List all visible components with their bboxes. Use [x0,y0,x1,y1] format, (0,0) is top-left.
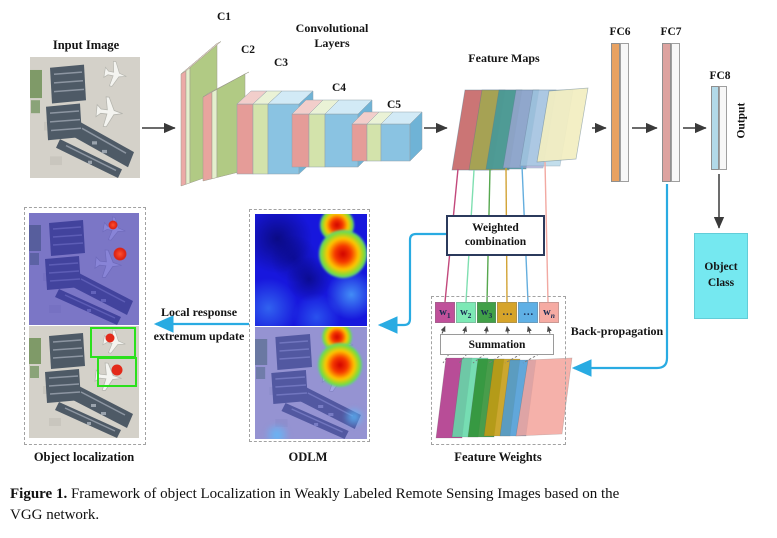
conv-layers-label-line2: Layers [314,36,350,50]
feature-weights-label: Feature Weights [454,450,542,464]
c5-label: C5 [386,99,402,111]
fc6-bar [611,43,620,182]
backprop-arrow [571,184,669,377]
flow-arrows [142,122,725,229]
summation-to-panels-lines [442,353,540,364]
conv-layer-c5 [351,111,423,162]
weighted-combination-box: Weighted combination [446,215,545,256]
odlm-heatmap-image [255,214,367,326]
feature-maps-label: Feature Maps [468,51,540,65]
c2-label: C2 [240,44,256,56]
c1-label: C1 [216,11,232,23]
fc7-bar-back [671,43,680,182]
summation-box: Summation [440,334,554,355]
caption-label: Figure 1. [10,486,68,502]
back-propagation-label: Back-propagation [570,324,664,338]
caption-text-line2: VGG network. [10,507,100,524]
localization-result-image [29,326,139,438]
diagram-artwork [142,41,725,439]
summation-to-weights-arrows [440,326,552,334]
input-image-label: Input Image [52,38,120,52]
object-class-line1: Object [704,261,738,274]
object-localization-label: Object localization [33,450,135,464]
localization-response-image [29,213,139,325]
feature-weights-dashed-box [431,296,566,445]
weighted-combination-line1: Weighted [472,221,519,234]
object-localization-dashed-box [24,207,146,445]
fc8-label: FC8 [709,70,731,82]
feature-maps-stack [451,87,589,171]
fc8-bar-back [719,86,727,170]
wc-to-odlm-arrow [377,232,446,334]
caption-text-line1: Framework of object Localization in Weak… [67,486,620,502]
c3-label: C3 [273,57,289,69]
feature-weights-stack [435,357,573,439]
output-label: Output [735,102,748,139]
weighted-combination-line2: combination [464,235,527,248]
bounding-box-1 [89,327,137,358]
cyan-arrows [153,184,669,377]
weights-row: w 1 w 2 w 3…… w n [435,302,559,323]
fc7-label: FC7 [660,26,682,38]
conv-layers-label-line1: Convolutional [295,21,369,35]
object-class-line2: Class [707,277,735,289]
fc6-label: FC6 [609,26,631,38]
figure-caption: Figure 1. Framework of object Localizati… [10,484,774,527]
weight-cell: … [518,302,539,323]
local-response-label-line1: Local response [160,305,238,319]
fc6-bar-back [620,43,629,182]
bounding-box-2 [97,357,138,388]
weight-cell: … [497,302,518,323]
c4-label: C4 [331,82,347,94]
conv-layer-c2 [202,71,250,182]
fc8-bar [711,86,719,170]
fc7-bar [662,43,671,182]
odlm-dashed-box [249,209,370,442]
object-class-box: Object Class [694,233,748,319]
odlm-overlay-image [255,327,367,439]
odlm-label: ODLM [288,450,328,464]
input-satellite-image [30,57,140,178]
summation-label: Summation [468,338,526,351]
local-response-label-line2: extremum update [153,329,245,343]
